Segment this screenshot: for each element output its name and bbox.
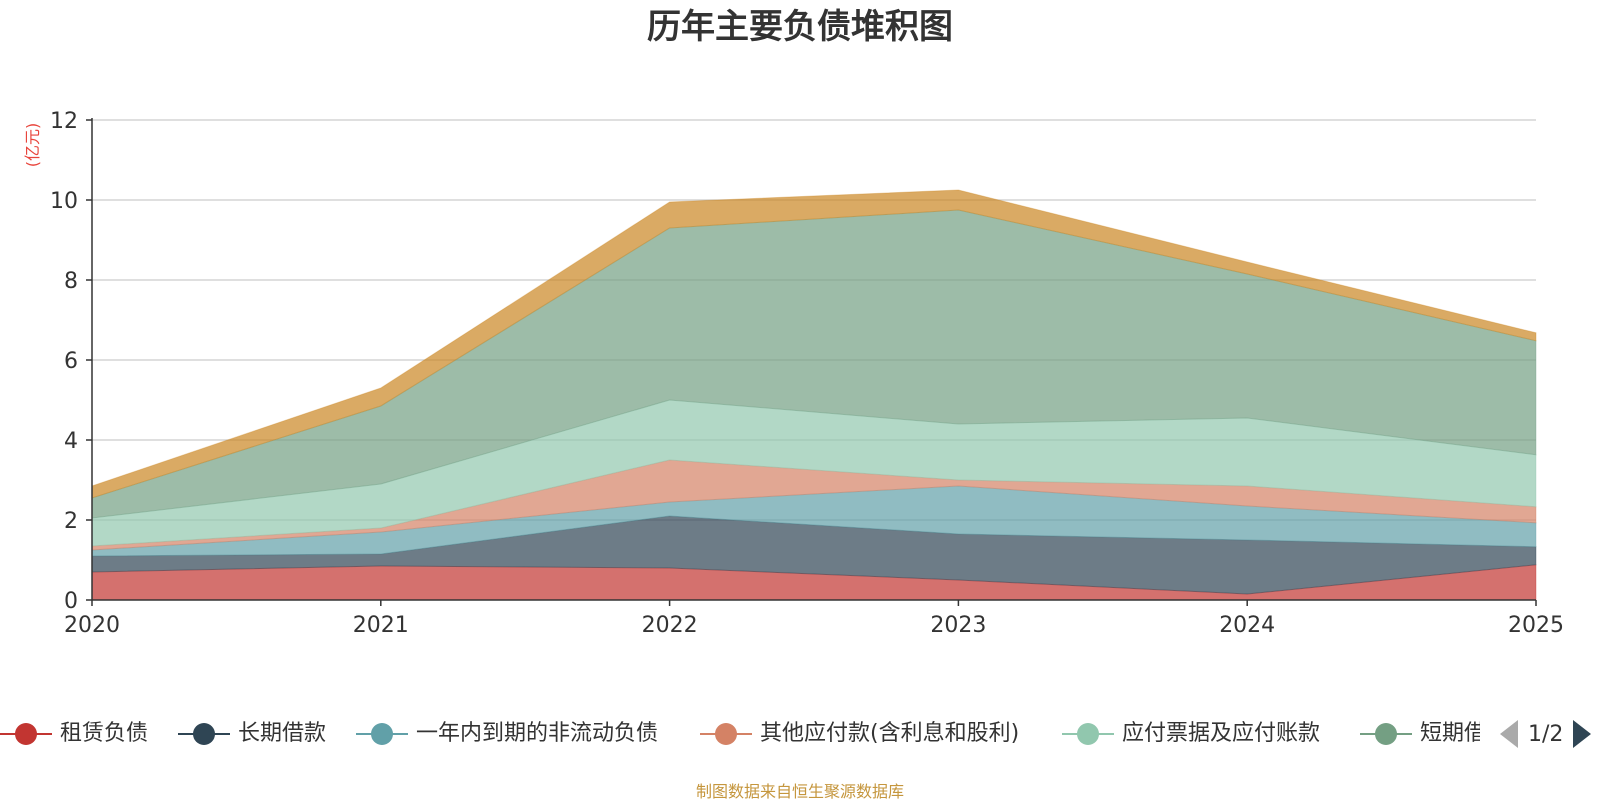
legend-item[interactable]: 应付票据及应付账款 bbox=[1062, 720, 1320, 748]
x-tick-label: 2021 bbox=[353, 613, 409, 638]
chart-title: 历年主要负债堆积图 bbox=[647, 7, 953, 47]
x-tick-label: 2022 bbox=[642, 613, 698, 638]
legend-label: 短期借款 bbox=[1420, 721, 1480, 746]
area-series-6[interactable] bbox=[91, 189, 1537, 499]
y-tick-label: 0 bbox=[64, 589, 78, 614]
legend-item[interactable]: 一年内到期的非流动负债 bbox=[356, 720, 658, 748]
source-note: 制图数据来自恒生聚源数据库 bbox=[695, 782, 904, 801]
legend-marker-icon bbox=[178, 723, 230, 745]
series-areas bbox=[91, 189, 1537, 601]
y-tick-label: 8 bbox=[64, 269, 78, 294]
y-tick-label: 4 bbox=[64, 429, 78, 454]
axes: 0 2 4 6 8 10 12 2020 2021 2022 2023 2024 2025 bbox=[50, 109, 1564, 638]
x-tick-label: 2023 bbox=[930, 613, 986, 638]
legend-prev-page-icon[interactable] bbox=[1500, 720, 1518, 748]
y-tick-label: 10 bbox=[50, 189, 78, 214]
legend-label: 长期借款 bbox=[238, 721, 327, 746]
area-chart: 历年主要负债堆积图 (亿元) 0 2 4 6 8 10 12 2020 2021 2022 2023… bbox=[23, 7, 1564, 638]
legend-marker-icon bbox=[0, 723, 52, 745]
legend-page-indicator: 1/2 bbox=[1528, 721, 1564, 747]
legend-marker-icon bbox=[356, 723, 408, 745]
x-tick-label: 2024 bbox=[1219, 613, 1275, 638]
legend-label: 应付票据及应付账款 bbox=[1122, 721, 1321, 746]
y-tick-label: 12 bbox=[50, 109, 78, 134]
x-tick-label: 2020 bbox=[64, 613, 120, 638]
y-tick-label: 6 bbox=[64, 349, 78, 374]
legend-label: 一年内到期的非流动负债 bbox=[416, 721, 659, 746]
legend-next-page-icon[interactable] bbox=[1573, 720, 1592, 748]
legend-item[interactable]: 其他应付款(含利息和股利) bbox=[700, 720, 1019, 748]
legend-marker-icon bbox=[1360, 723, 1412, 745]
legend-marker-icon bbox=[1062, 723, 1114, 745]
legend-label: 租赁负债 bbox=[60, 721, 149, 746]
y-tick-label: 2 bbox=[64, 509, 78, 534]
legend: 租赁负债 长期借款 一年内到期的非流动负债 其他应付款(含利息和股利) 应付票据及应付账… bbox=[0, 712, 1600, 756]
legend-item[interactable]: 长期借款 bbox=[178, 720, 326, 748]
legend-marker-icon bbox=[700, 723, 752, 745]
legend-items: 租赁负债 长期借款 一年内到期的非流动负债 其他应付款(含利息和股利) 应付票据及应付账… bbox=[0, 712, 1480, 756]
legend-item[interactable]: 租赁负债 bbox=[0, 720, 148, 748]
x-tick-label: 2025 bbox=[1508, 613, 1564, 638]
legend-item[interactable]: 短期借款 bbox=[1360, 720, 1480, 748]
legend-label: 其他应付款(含利息和股利) bbox=[760, 721, 1020, 746]
y-axis-unit-label: (亿元) bbox=[23, 123, 42, 168]
legend-pager: 1/2 bbox=[1500, 720, 1592, 748]
